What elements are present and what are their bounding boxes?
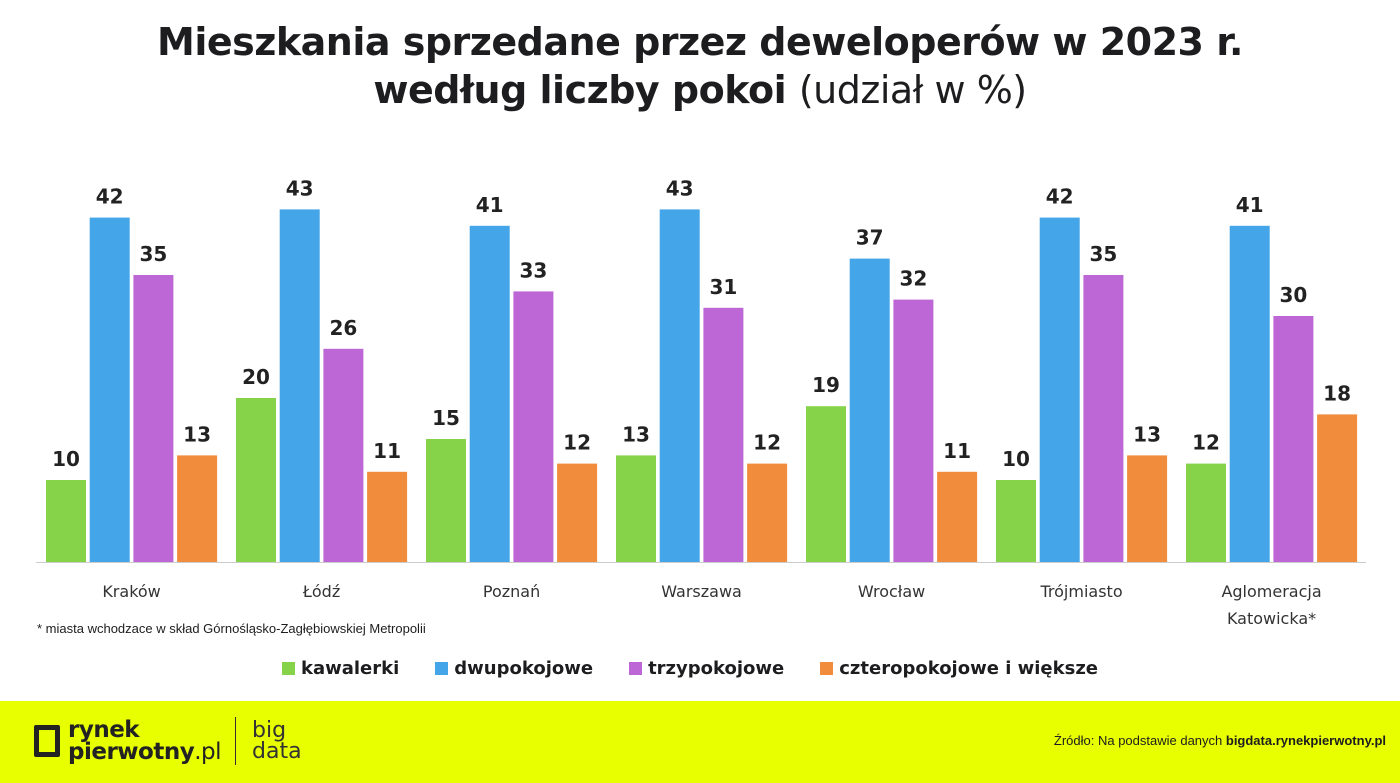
bar-czteropokojowe-i-większe xyxy=(1317,414,1358,562)
bar-trzypokojowe xyxy=(513,291,554,562)
data-label: 41 xyxy=(476,193,504,217)
bar-czteropokojowe-i-większe xyxy=(367,471,408,562)
data-label: 41 xyxy=(1236,193,1264,217)
legend-label: dwupokojowe xyxy=(454,658,594,679)
data-label: 37 xyxy=(856,226,884,250)
logo-line-1: rynek xyxy=(68,717,140,743)
bar-dwupokojowe xyxy=(1229,225,1270,563)
data-label: 42 xyxy=(1046,185,1074,209)
bar-trzypokojowe xyxy=(1273,316,1314,562)
legend-swatch xyxy=(629,662,643,675)
data-label: 11 xyxy=(943,439,971,463)
data-label: 26 xyxy=(329,316,357,340)
bar-kawalerki xyxy=(426,439,466,562)
category-label: Kraków xyxy=(102,582,160,601)
data-label: 42 xyxy=(96,185,124,209)
source-text: Źródło: Na podstawie danych bigdata.ryne… xyxy=(1054,733,1386,748)
logo-mark-icon xyxy=(34,725,60,757)
data-label: 12 xyxy=(563,431,591,455)
bar-czteropokojowe-i-większe xyxy=(937,471,978,562)
category-label: Wrocław xyxy=(858,582,925,601)
bar-kawalerki xyxy=(1186,463,1226,562)
data-label: 10 xyxy=(52,447,80,471)
category-label: Poznań xyxy=(483,582,540,601)
category-label: Trójmiasto xyxy=(1039,582,1122,601)
bar-dwupokojowe xyxy=(1039,217,1080,562)
legend-item: czteropokojowe i większe xyxy=(820,658,1098,679)
data-label: 13 xyxy=(622,422,650,446)
bar-czteropokojowe-i-większe xyxy=(1127,455,1168,562)
source-link: bigdata.rynekpierwotny.pl xyxy=(1225,733,1386,748)
bigdata-logo: big data xyxy=(252,718,302,764)
legend-item: trzypokojowe xyxy=(629,658,784,679)
bar-trzypokojowe xyxy=(133,275,174,562)
footnote: * miasta wchodzace w skład Górnośląsko-Z… xyxy=(37,621,426,636)
data-label: 30 xyxy=(1279,283,1307,307)
bar-czteropokojowe-i-większe xyxy=(557,463,598,562)
logo-suffix: .pl xyxy=(194,739,222,765)
data-label: 32 xyxy=(899,267,927,291)
bar-trzypokojowe xyxy=(323,348,364,562)
legend-item: kawalerki xyxy=(281,658,400,679)
bar-kawalerki xyxy=(236,398,276,562)
bar-kawalerki xyxy=(46,480,86,562)
category-label: Warszawa xyxy=(661,582,742,601)
bar-dwupokojowe xyxy=(89,217,130,562)
bar-trzypokojowe xyxy=(1083,275,1124,562)
category-label: Aglomeracja xyxy=(1221,582,1321,601)
data-label: 31 xyxy=(709,275,737,299)
chart-title: Mieszkania sprzedane przez deweloperów w… xyxy=(0,18,1400,114)
legend: kawalerki dwupokojowe trzypokojowe czteropo… xyxy=(0,658,1390,679)
source-prefix: Źródło: Na podstawie danych xyxy=(1053,733,1226,748)
bar-dwupokojowe xyxy=(659,209,700,562)
title-light: (udział w %) xyxy=(798,68,1027,112)
bar-dwupokojowe xyxy=(469,225,510,563)
data-label: 10 xyxy=(1002,447,1030,471)
category-label: Łódź xyxy=(302,582,340,601)
bar-czteropokojowe-i-większe xyxy=(747,463,788,562)
bar-czteropokojowe-i-większe xyxy=(177,455,218,562)
data-label: 12 xyxy=(1192,431,1220,455)
bar-kawalerki xyxy=(616,455,656,562)
title-line-2: według liczby pokoi (udział w %) xyxy=(0,66,1400,114)
data-label: 19 xyxy=(812,373,840,397)
legend-label: kawalerki xyxy=(300,658,400,679)
data-label: 11 xyxy=(373,439,401,463)
footer: rynek pierwotny.pl big data Źródło: Na pod… xyxy=(0,701,1400,783)
data-label: 12 xyxy=(753,431,781,455)
bar-kawalerki xyxy=(996,480,1036,562)
data-label: 13 xyxy=(1133,422,1161,446)
bar-trzypokojowe xyxy=(703,307,744,562)
bar-dwupokojowe xyxy=(849,258,890,562)
legend-label: czteropokojowe i większe xyxy=(839,658,1099,679)
legend-swatch xyxy=(820,662,834,675)
data-label: 15 xyxy=(432,406,460,430)
data-label: 33 xyxy=(519,258,547,282)
logo-divider xyxy=(235,717,237,765)
bigdata-line-1: big xyxy=(252,718,287,743)
legend-label: trzypokojowe xyxy=(648,658,785,679)
category-label: Katowicka* xyxy=(1227,609,1316,628)
title-line-1: Mieszkania sprzedane przez deweloperów w… xyxy=(157,20,1243,64)
legend-swatch xyxy=(281,662,295,675)
data-label: 13 xyxy=(183,422,211,446)
data-label: 43 xyxy=(286,176,314,200)
data-label: 20 xyxy=(242,365,270,389)
legend-item: dwupokojowe xyxy=(435,658,593,679)
data-label: 18 xyxy=(1323,381,1351,405)
bar-trzypokojowe xyxy=(893,299,934,562)
data-label: 35 xyxy=(139,242,167,266)
bar-kawalerki xyxy=(806,406,846,562)
title-bold: według liczby pokoi xyxy=(373,68,787,112)
data-label: 43 xyxy=(666,176,694,200)
data-label: 35 xyxy=(1089,242,1117,266)
bar-chart: 10 42 35 13 Kraków 20 43 26 11 Łódź 15 41 33 12 Poznań… xyxy=(36,176,1366,628)
logo-line-2: pierwotny xyxy=(68,739,195,765)
legend-swatch xyxy=(435,662,449,675)
bigdata-line-2: data xyxy=(252,739,302,764)
rynekpierwotny-logo: rynek pierwotny.pl big data xyxy=(34,717,302,765)
bar-dwupokojowe xyxy=(279,209,320,562)
